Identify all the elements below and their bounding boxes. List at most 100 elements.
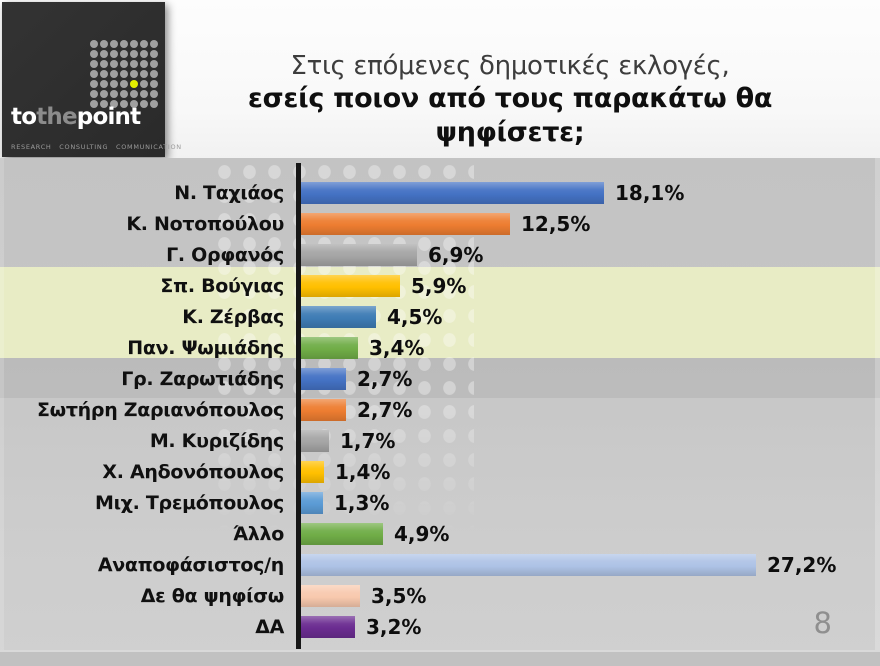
- bar: [301, 367, 346, 390]
- logo-wordmark: tothepoint: [11, 104, 141, 130]
- bar: [301, 616, 355, 639]
- logo-dot-icon: [120, 100, 128, 108]
- bar-area: 12,5%: [301, 212, 590, 236]
- logo-dot-icon: [90, 50, 98, 58]
- chart-area: Ν. Ταχιάος 18,1% Κ. Νοτοπούλου 12,5% Γ. Ορφα…: [0, 158, 880, 666]
- page-number: 8: [813, 606, 832, 640]
- category-label: Γρ. Ζαρωτιάδης: [121, 367, 284, 390]
- logo-dot-icon: [130, 70, 138, 78]
- logo-dot-icon: [120, 80, 128, 88]
- logo-dot-icon: [110, 50, 118, 58]
- logo-word-to: to: [11, 104, 37, 130]
- bar-area: 6,9%: [301, 243, 483, 267]
- logo-dot-icon: [150, 80, 158, 88]
- logo-dot-icon: [100, 60, 108, 68]
- value-label: 27,2%: [767, 553, 837, 578]
- logo-dot-icon: [130, 60, 138, 68]
- chart-row: ΔΑ 3,2%: [0, 612, 880, 643]
- bar: [301, 243, 417, 266]
- gray-band: [0, 358, 880, 398]
- value-label: 1,3%: [334, 491, 390, 516]
- logo-dot-icon: [150, 90, 158, 98]
- category-label: Μιχ. Τρεμόπουλος: [94, 492, 284, 515]
- logo-dot-icon: [140, 40, 148, 48]
- value-label: 3,2%: [366, 615, 422, 640]
- chart-row: Μ. Κυριζίδης 1,7%: [0, 426, 880, 457]
- chart-row: Σωτήρη Ζαριανόπουλος 2,7%: [0, 394, 880, 425]
- category-label: Δε θα ψηφίσω: [140, 585, 285, 608]
- logo-dot-icon: [130, 40, 138, 48]
- bar: [301, 398, 346, 421]
- bar-area: 27,2%: [301, 553, 836, 577]
- logo-dot-icon: [110, 90, 118, 98]
- logo-accent-dot-icon: [130, 80, 138, 88]
- bar-area: 1,7%: [301, 429, 395, 453]
- right-edge-highlight: [875, 158, 880, 666]
- category-label: Άλλο: [232, 523, 284, 546]
- bar: [301, 274, 400, 297]
- bar-area: 2,7%: [301, 398, 412, 422]
- chart-row: Κ. Νοτοπούλου 12,5%: [0, 208, 880, 239]
- logo-dot-icon: [110, 100, 118, 108]
- value-label: 18,1%: [615, 180, 685, 205]
- logo-dot-icon: [90, 90, 98, 98]
- category-label: Κ. Νοτοπούλου: [126, 212, 284, 235]
- logo-dot-icon: [110, 40, 118, 48]
- chart-row: Παν. Ψωμιάδης 3,4%: [0, 332, 880, 363]
- category-axis-line: [296, 163, 301, 649]
- category-label: Μ. Κυριζίδης: [149, 430, 284, 453]
- bar: [301, 305, 376, 328]
- logo-dot-icon: [130, 90, 138, 98]
- logo-dot-icon: [100, 90, 108, 98]
- left-edge-highlight: [0, 158, 4, 666]
- logo-dot-icon: [130, 100, 138, 108]
- highlight-band: [0, 267, 880, 358]
- logo-dot-icon: [150, 70, 158, 78]
- value-label: 3,5%: [371, 584, 427, 609]
- bar-area: 2,7%: [301, 367, 412, 391]
- category-label: Σπ. Βούγιας: [160, 274, 284, 297]
- logo-word-the: the: [36, 104, 77, 130]
- bar-area: 18,1%: [301, 181, 684, 205]
- logo-dot-icon: [140, 50, 148, 58]
- logo-dot-icon: [100, 70, 108, 78]
- logo-dot-icon: [140, 60, 148, 68]
- value-label: 1,4%: [335, 460, 391, 485]
- chart-row: Γρ. Ζαρωτιάδης 2,7%: [0, 363, 880, 394]
- bar-area: 4,5%: [301, 305, 442, 329]
- bar-area: 1,3%: [301, 491, 389, 515]
- logo-dot-icon: [120, 40, 128, 48]
- bar: [301, 430, 329, 453]
- bar: [301, 181, 604, 204]
- slide-title: Στις επόμενες δημοτικές εκλογές, εσείς π…: [175, 50, 845, 150]
- value-label: 6,9%: [428, 242, 484, 267]
- logo-dot-icon: [90, 70, 98, 78]
- value-label: 4,5%: [387, 304, 443, 329]
- value-label: 5,9%: [411, 273, 467, 298]
- bar: [301, 523, 383, 546]
- logo-dot-icon: [100, 80, 108, 88]
- chart-row: Ν. Ταχιάος 18,1%: [0, 177, 880, 208]
- value-label: 3,4%: [369, 335, 425, 360]
- logo-dot-icon: [110, 60, 118, 68]
- category-label: Αναποφάσιστος/η: [97, 554, 284, 577]
- bar: [301, 492, 323, 515]
- title-line-1: Στις επόμενες δημοτικές εκλογές,: [290, 51, 730, 81]
- chart-row: Σπ. Βούγιας 5,9%: [0, 270, 880, 301]
- logo-dot-icon: [100, 50, 108, 58]
- logo-dot-icon: [150, 50, 158, 58]
- bar: [301, 336, 358, 359]
- category-label: Κ. Ζέρβας: [182, 305, 284, 328]
- title-line-2: εσείς ποιον από τους παρακάτω θα ψηφίσετ…: [247, 83, 773, 148]
- logo-dot-icon: [110, 70, 118, 78]
- value-label: 2,7%: [357, 397, 413, 422]
- value-label: 2,7%: [357, 366, 413, 391]
- logo-dot-icon: [90, 80, 98, 88]
- footer-strip: [0, 650, 880, 666]
- bar-chart: Ν. Ταχιάος 18,1% Κ. Νοτοπούλου 12,5% Γ. Ορφα…: [0, 177, 880, 643]
- category-label: Σωτήρη Ζαριανόπουλος: [36, 398, 284, 421]
- chart-row: Μιχ. Τρεμόπουλος 1,3%: [0, 488, 880, 519]
- logo-tagline: RESEARCH CONSULTING COMMUNICATION: [11, 143, 182, 151]
- logo-dot-grid-icon: [90, 40, 160, 110]
